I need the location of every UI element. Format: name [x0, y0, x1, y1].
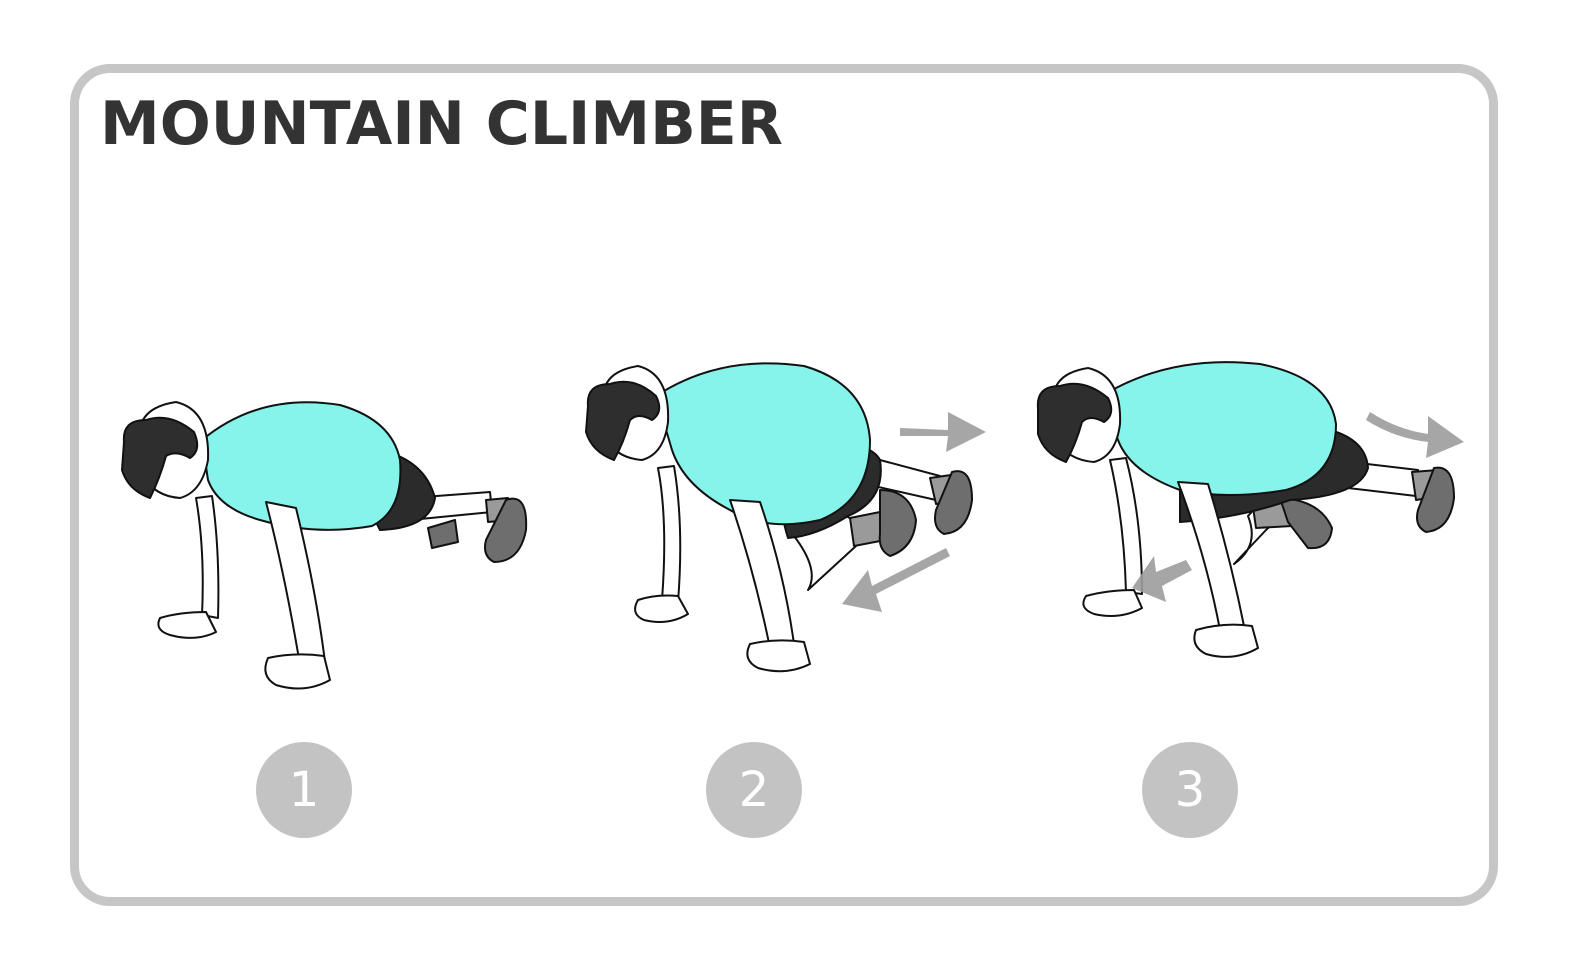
motion-arrow: [1132, 412, 1464, 602]
step-number-badge: 2: [706, 742, 802, 838]
step-number: 3: [1174, 762, 1206, 818]
exercise-title: MOUNTAIN CLIMBER: [100, 89, 783, 159]
motion-arrow: [842, 412, 986, 612]
step-1-illustration: [121, 401, 528, 690]
step-number-badge: 1: [256, 742, 352, 838]
step-number: 1: [288, 762, 320, 818]
step-number: 2: [738, 762, 770, 818]
step-2-illustration: [585, 362, 986, 673]
step-3-illustration: [1036, 361, 1464, 658]
step-number-badge: 3: [1142, 742, 1238, 838]
